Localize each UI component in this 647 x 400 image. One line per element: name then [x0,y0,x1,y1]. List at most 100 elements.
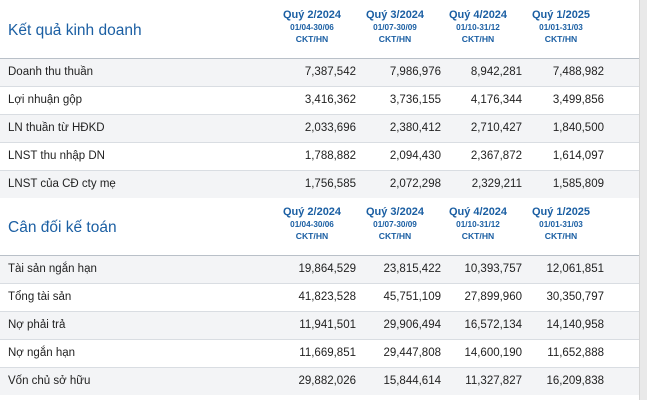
table-row: LN thuần từ HĐKD 2,033,696 2,380,412 2,7… [0,114,640,142]
cell-value: 1,585,809 [552,178,604,190]
period-header-q2-2024: Quý 2/2024 01/04-30/06 CKT/HN [275,206,349,242]
cell-value: 11,652,888 [547,347,604,359]
cell-value: 29,906,494 [383,319,441,331]
table-row: LNST thu nhập DN 1,788,882 2,094,430 2,3… [0,142,640,170]
row-label: Nợ ngắn hạn [8,347,76,359]
period-range: 01/04-30/06 [290,220,334,229]
period-range: 01/04-30/06 [290,23,334,32]
period-quarter: Quý 2/2024 [282,206,342,218]
cell-value: 2,380,412 [389,122,441,134]
row-label: Tài sản ngắn hạn [8,263,97,275]
period-quarter: Quý 3/2024 [365,206,425,218]
cell-value: 15,844,614 [383,375,441,387]
row-label: LN thuần từ HĐKD [8,122,105,134]
period-quarter: Quý 4/2024 [448,9,508,21]
period-range: 01/01-31/03 [539,23,583,32]
cell-value: 19,864,529 [298,263,356,275]
cell-value: 2,367,872 [470,150,522,162]
income-statement-header: Kết quả kinh doanh Quý 2/2024 01/04-30/0… [0,0,640,58]
period-unit: CKT/HN [544,231,578,241]
cell-value: 1,756,585 [304,178,356,190]
cell-value: 1,840,500 [552,122,604,134]
cell-value: 29,882,026 [298,375,356,387]
period-header-q3-2024: Quý 3/2024 01/07-30/09 CKT/HN [358,206,432,242]
cell-value: 41,823,528 [298,291,356,303]
cell-value: 2,072,298 [389,178,441,190]
period-quarter: Quý 4/2024 [448,206,508,218]
cell-value: 3,499,856 [552,94,604,106]
cell-value: 2,710,427 [470,122,522,134]
table-row: Lợi nhuận gộp 3,416,362 3,736,155 4,176,… [0,86,640,114]
balance-sheet-title[interactable]: Cân đối kế toán [8,219,117,236]
row-label: LNST thu nhập DN [8,150,105,162]
row-label: LNST của CĐ cty mẹ [8,178,116,190]
vertical-scrollbar[interactable] [639,0,647,400]
period-unit: CKT/HN [461,34,495,44]
table-row: LNST của CĐ cty mẹ 1,756,585 2,072,298 2… [0,170,640,198]
period-quarter: Quý 1/2025 [531,9,591,21]
cell-value: 16,572,134 [464,319,522,331]
cell-value: 7,488,982 [552,66,604,78]
row-label: Nợ phải trả [8,319,66,331]
period-unit: CKT/HN [295,34,329,44]
period-header-q3-2024: Quý 3/2024 01/07-30/09 CKT/HN [358,9,432,45]
cell-value: 14,140,958 [546,319,604,331]
period-header-q2-2024: Quý 2/2024 01/04-30/06 CKT/HN [275,9,349,45]
cell-value: 1,614,097 [552,150,604,162]
row-label: Tổng tài sản [8,291,72,303]
cell-value: 8,942,281 [470,66,522,78]
period-unit: CKT/HN [461,231,495,241]
balance-sheet-section: Cân đối kế toán Quý 2/2024 01/04-30/06 C… [0,197,640,395]
income-statement-title[interactable]: Kết quả kinh doanh [8,22,142,39]
cell-value: 30,350,797 [546,291,604,303]
cell-value: 3,416,362 [304,94,356,106]
period-unit: CKT/HN [378,34,412,44]
row-label: Lợi nhuận gộp [8,94,83,106]
cell-value: 29,447,808 [383,347,441,359]
cell-value: 10,393,757 [464,263,522,275]
table-row: Nợ ngắn hạn 11,669,851 29,447,808 14,600… [0,339,640,367]
cell-value: 2,329,211 [471,178,522,190]
row-label: Vốn chủ sở hữu [8,375,91,387]
period-quarter: Quý 3/2024 [365,9,425,21]
period-header-q4-2024: Quý 4/2024 01/10-31/12 CKT/HN [441,9,515,45]
balance-sheet-header: Cân đối kế toán Quý 2/2024 01/04-30/06 C… [0,197,640,255]
table-row: Nợ phải trả 11,941,501 29,906,494 16,572… [0,311,640,339]
cell-value: 2,094,430 [389,150,441,162]
table-row: Tổng tài sản 41,823,528 45,751,109 27,89… [0,283,640,311]
period-unit: CKT/HN [378,231,412,241]
cell-value: 11,941,501 [299,319,356,331]
cell-value: 11,327,827 [465,375,522,387]
period-range: 01/07-30/09 [373,220,417,229]
cell-value: 7,986,976 [389,66,441,78]
cell-value: 7,387,542 [304,66,356,78]
period-unit: CKT/HN [544,34,578,44]
cell-value: 2,033,696 [304,122,356,134]
period-range: 01/07-30/09 [373,23,417,32]
cell-value: 1,788,882 [304,150,356,162]
table-row: Tài sản ngắn hạn 19,864,529 23,815,422 1… [0,255,640,283]
cell-value: 23,815,422 [383,263,441,275]
period-range: 01/10-31/12 [456,220,500,229]
period-header-q1-2025: Quý 1/2025 01/01-31/03 CKT/HN [524,9,598,45]
period-header-q1-2025: Quý 1/2025 01/01-31/03 CKT/HN [524,206,598,242]
period-range: 01/01-31/03 [539,220,583,229]
table-row: Doanh thu thuần 7,387,542 7,986,976 8,94… [0,58,640,86]
period-quarter: Quý 1/2025 [531,206,591,218]
period-range: 01/10-31/12 [456,23,500,32]
row-label: Doanh thu thuần [8,66,94,78]
table-row: Vốn chủ sở hữu 29,882,026 15,844,614 11,… [0,367,640,395]
cell-value: 4,176,344 [470,94,522,106]
cell-value: 3,736,155 [389,94,441,106]
income-statement-section: Kết quả kinh doanh Quý 2/2024 01/04-30/0… [0,0,640,198]
cell-value: 45,751,109 [383,291,441,303]
cell-value: 14,600,190 [464,347,522,359]
cell-value: 12,061,851 [546,263,604,275]
cell-value: 16,209,838 [546,375,604,387]
period-unit: CKT/HN [295,231,329,241]
period-header-q4-2024: Quý 4/2024 01/10-31/12 CKT/HN [441,206,515,242]
cell-value: 11,669,851 [299,347,356,359]
period-quarter: Quý 2/2024 [282,9,342,21]
cell-value: 27,899,960 [464,291,522,303]
